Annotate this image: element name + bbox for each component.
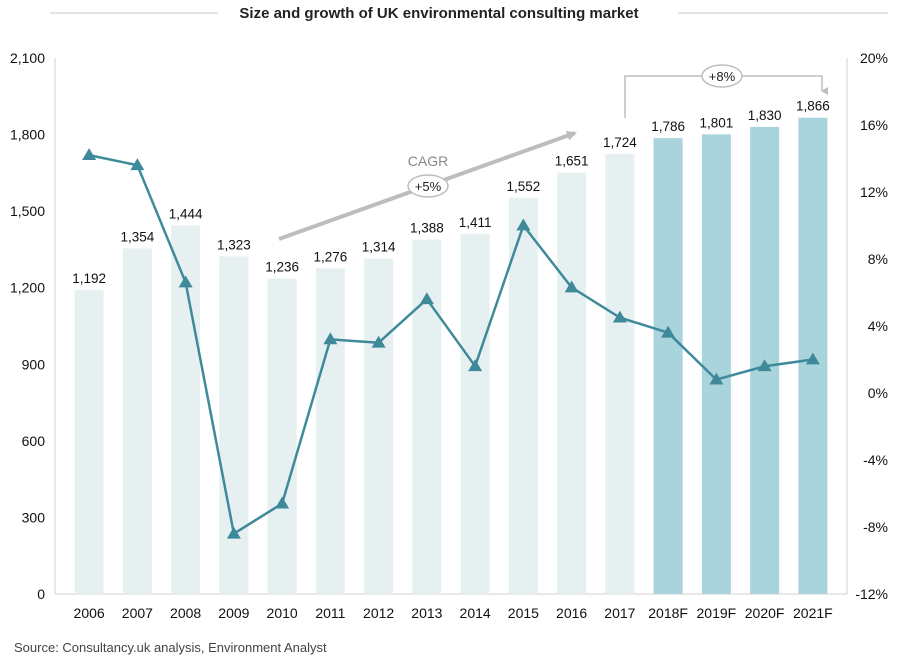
bar-value-label: 1,830 — [748, 108, 782, 123]
x-tick-label: 2009 — [218, 605, 249, 621]
right-tick-label: 4% — [868, 318, 888, 334]
growth-point-marker — [82, 148, 97, 161]
bar-value-label: 1,786 — [651, 119, 685, 134]
right-tick-label: 8% — [868, 251, 888, 267]
left-axis-ticks: 0 300 600 900 1,200 1,500 1,800 2,100 — [10, 50, 45, 602]
bar-value-label: 1,552 — [506, 179, 540, 194]
growth-point-marker — [419, 292, 434, 305]
forecast-bar — [701, 134, 731, 594]
bar-value-label: 1,354 — [120, 229, 154, 244]
bar-value-label: 1,276 — [313, 249, 347, 264]
x-axis-ticks: 2006 2007 2008 2009 2010 2011 2012 2013 2014 2015… — [74, 605, 833, 621]
x-tick-label: 2014 — [460, 605, 491, 621]
x-tick-label: 2012 — [363, 605, 394, 621]
x-tick-label: 2020F — [745, 605, 785, 621]
actual-bar — [74, 289, 104, 594]
bar-data-labels: 1,192 1,354 1,444 1,323 1,236 1,276 1,314 1,388… — [72, 99, 830, 286]
bar-value-label: 1,323 — [217, 237, 251, 252]
actual-bar — [364, 258, 394, 594]
right-tick-label: 16% — [860, 117, 888, 133]
actual-bar — [605, 153, 635, 594]
growth-point-marker — [130, 158, 145, 171]
forecast-bar — [653, 138, 683, 594]
growth-point-marker — [661, 325, 676, 338]
growth-point-marker — [468, 359, 483, 372]
x-tick-label: 2006 — [74, 605, 105, 621]
growth-point-marker — [757, 359, 772, 372]
right-tick-label: -12% — [855, 586, 888, 602]
left-tick-label: 900 — [22, 356, 46, 372]
left-tick-label: 1,500 — [10, 203, 45, 219]
right-tick-label: 12% — [860, 184, 888, 200]
x-tick-label: 2007 — [122, 605, 153, 621]
growth-point-marker — [564, 280, 579, 293]
x-tick-label: 2021F — [793, 605, 833, 621]
growth-point-marker — [516, 218, 531, 231]
cagr-label: CAGR — [408, 153, 448, 169]
growth-point-marker — [612, 310, 627, 323]
chart: Size and growth of UK environmental cons… — [10, 5, 888, 621]
x-tick-label: 2017 — [604, 605, 635, 621]
x-tick-label: 2008 — [170, 605, 201, 621]
x-tick-label: 2018F — [648, 605, 688, 621]
left-tick-label: 300 — [22, 509, 46, 525]
chart-title: Size and growth of UK environmental cons… — [239, 5, 638, 22]
right-axis-ticks: -12% -8% -4% 0% 4% 8% 12% 16% 20% — [855, 50, 888, 602]
bar-value-label: 1,236 — [265, 260, 299, 275]
actual-bar — [315, 268, 345, 594]
right-tick-label: 0% — [868, 385, 888, 401]
bar-value-label: 1,411 — [459, 215, 492, 230]
left-tick-label: 1,800 — [10, 127, 45, 143]
left-tick-label: 2,100 — [10, 50, 45, 66]
left-tick-label: 0 — [37, 586, 45, 602]
growth-point-marker — [371, 335, 386, 348]
bar-value-label: 1,314 — [362, 240, 396, 255]
cagr-value: +5% — [415, 179, 442, 194]
cagr-value-oval — [407, 174, 449, 198]
growth-line-series — [82, 148, 820, 539]
right-tick-label: 20% — [860, 50, 888, 66]
bar-value-label: 1,866 — [796, 99, 830, 114]
x-tick-label: 2015 — [508, 605, 539, 621]
actual-bar — [219, 256, 249, 594]
bar-value-label: 1,444 — [169, 206, 203, 221]
actual-bar — [267, 278, 297, 594]
bar-value-label: 1,192 — [72, 271, 106, 286]
source-note: Source: Consultancy.uk analysis, Environ… — [14, 640, 327, 655]
bar-value-label: 1,801 — [699, 115, 733, 130]
x-tick-label: 2013 — [411, 605, 442, 621]
x-tick-label: 2019F — [697, 605, 737, 621]
actual-bar — [460, 233, 490, 594]
left-tick-label: 600 — [22, 433, 46, 449]
actual-bar — [557, 172, 587, 594]
x-tick-label: 2011 — [315, 605, 345, 621]
growth-point-marker — [709, 372, 724, 385]
right-tick-label: -4% — [863, 452, 888, 468]
bars — [74, 117, 828, 595]
growth-line — [88, 153, 814, 535]
growth-point-marker — [805, 352, 820, 365]
growth-point-marker — [323, 332, 338, 345]
bar-value-label: 1,651 — [555, 154, 589, 169]
x-tick-label: 2010 — [267, 605, 298, 621]
actual-bar — [122, 248, 152, 594]
bar-value-label: 1,388 — [410, 221, 444, 236]
bar-value-label: 1,724 — [603, 135, 637, 150]
actual-bar — [508, 197, 538, 594]
forecast-growth-oval — [701, 64, 743, 88]
left-tick-label: 1,200 — [10, 280, 45, 296]
forecast-growth-value: +8% — [709, 69, 736, 84]
growth-point-marker — [226, 526, 241, 539]
growth-point-marker — [178, 275, 193, 288]
right-tick-label: -8% — [863, 519, 888, 535]
growth-point-marker — [275, 496, 290, 509]
x-tick-label: 2016 — [556, 605, 587, 621]
